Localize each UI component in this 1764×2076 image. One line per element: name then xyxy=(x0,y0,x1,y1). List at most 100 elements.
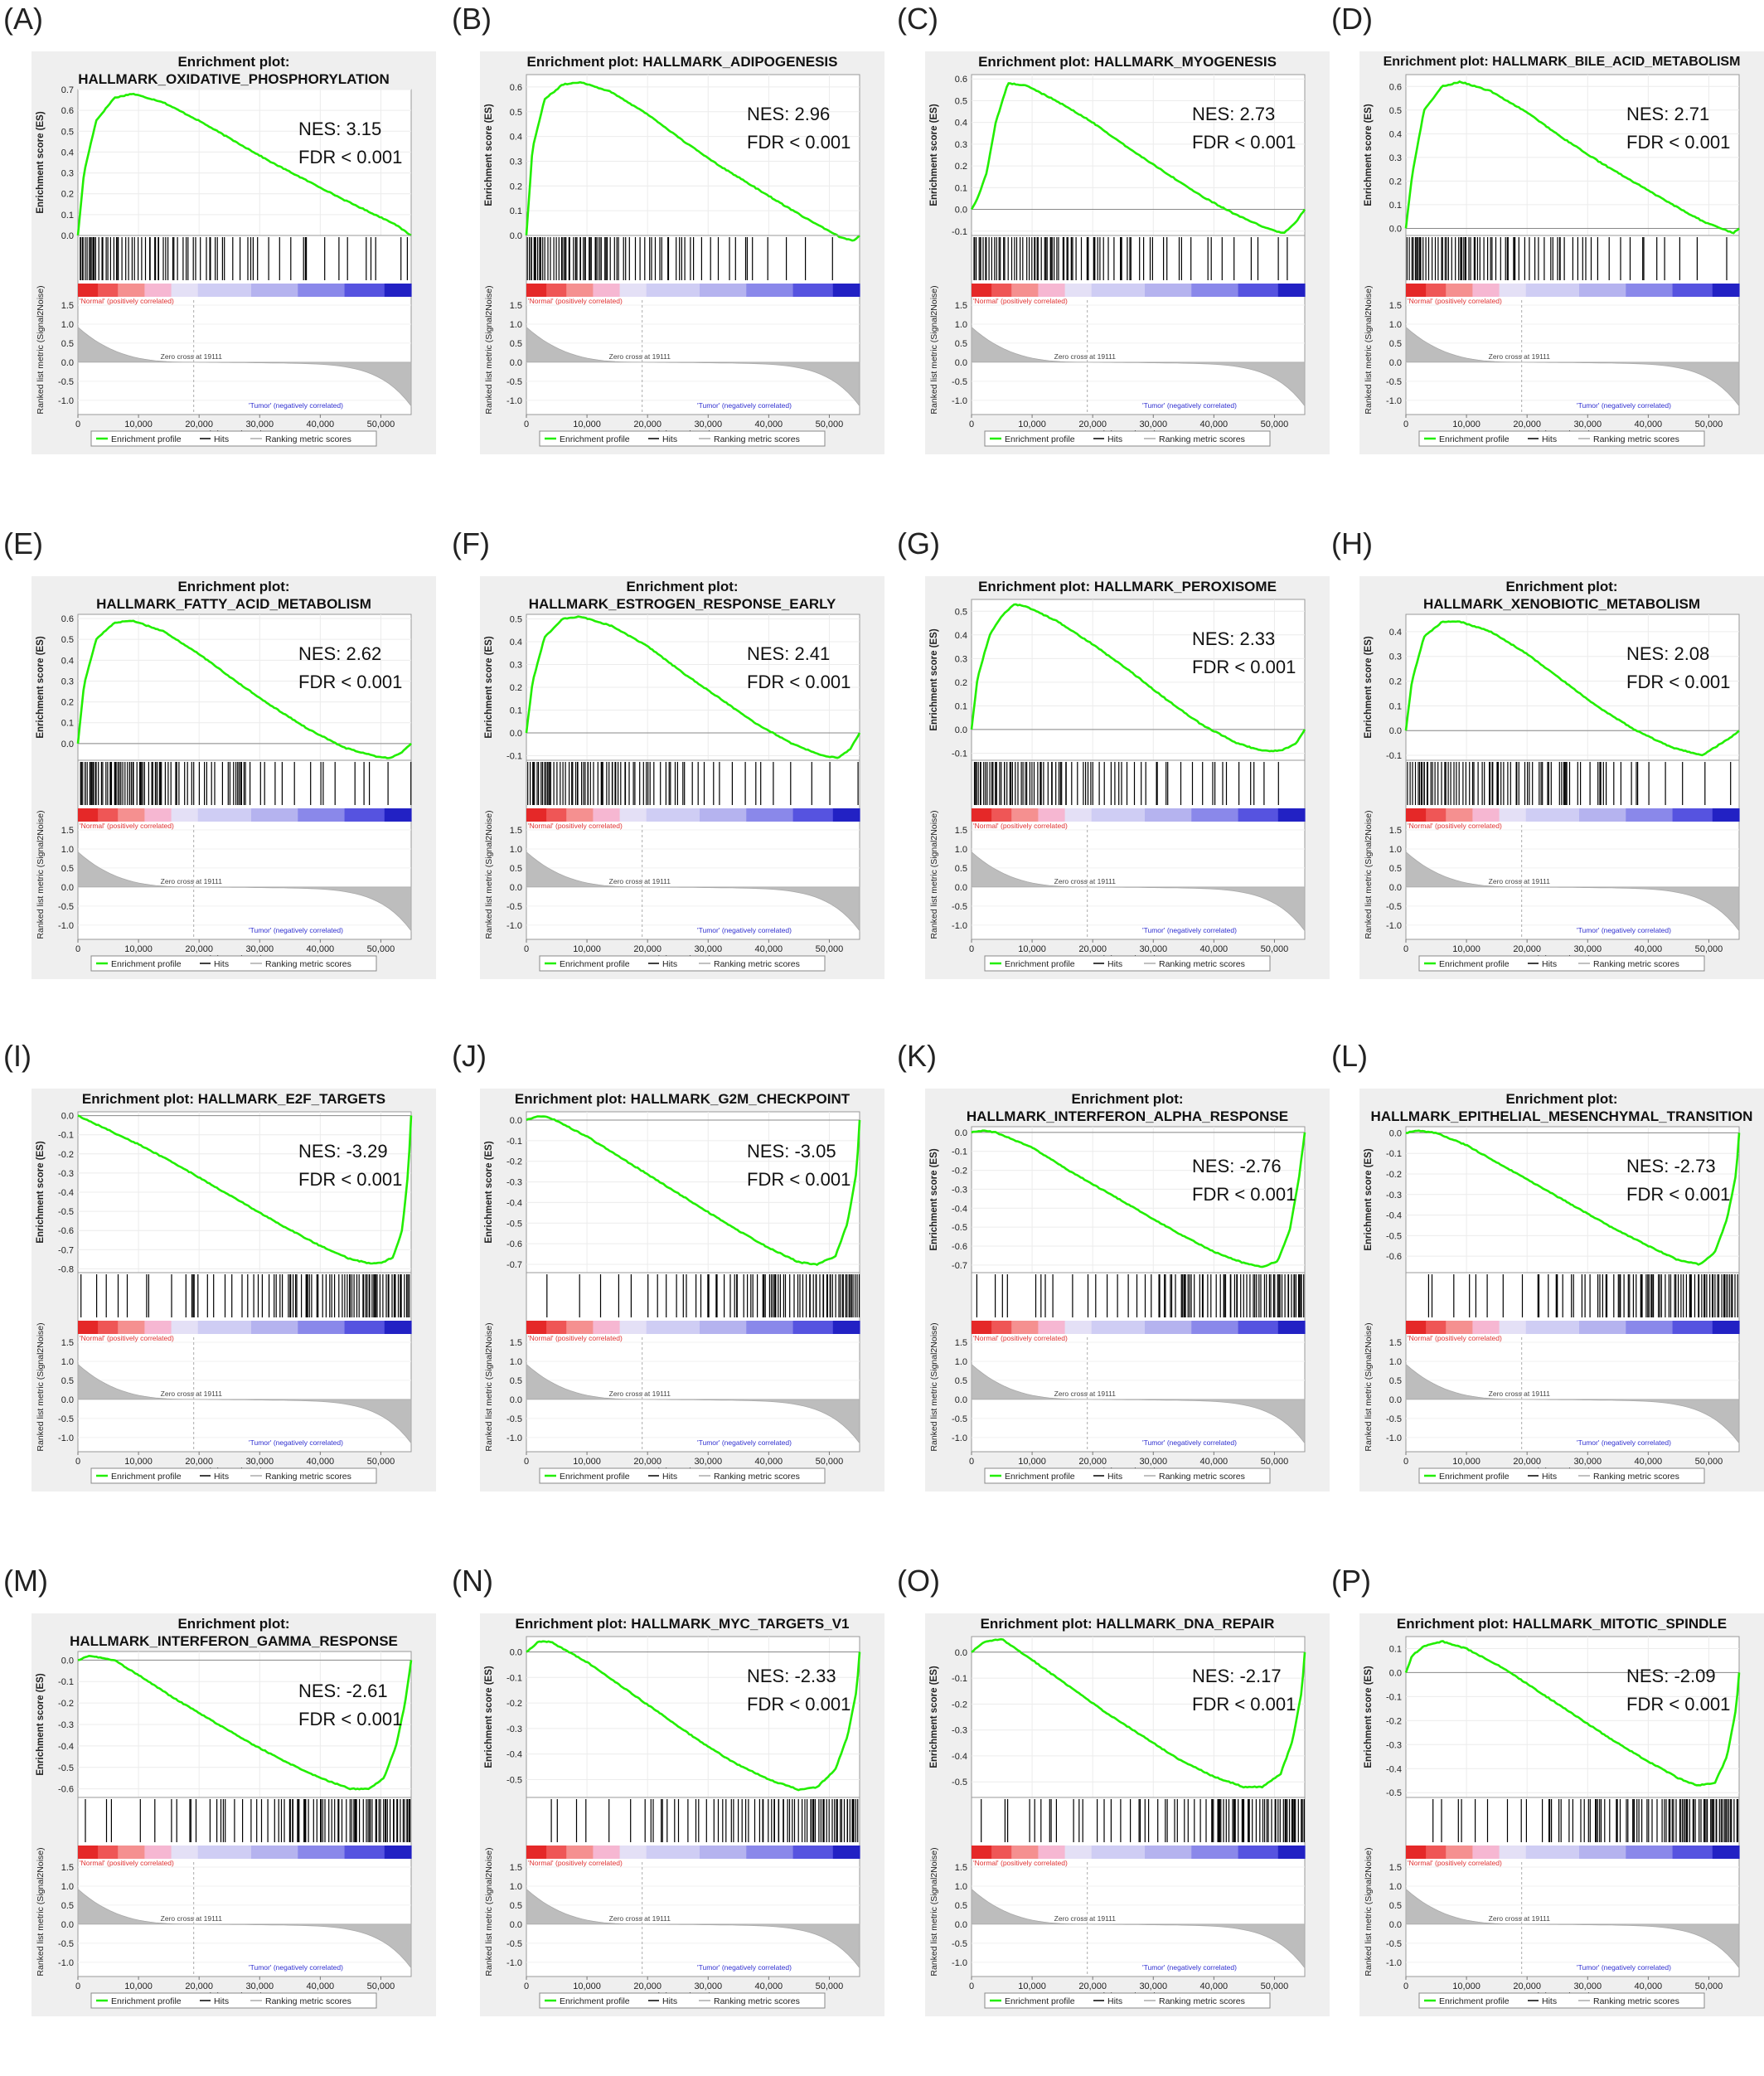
panel-letter: (C) xyxy=(897,2,938,36)
heat-segment xyxy=(546,808,567,822)
enrichment-profile-line xyxy=(971,1637,1306,1789)
plot-title-line: Enrichment plot: xyxy=(1505,1091,1618,1107)
heat-segment xyxy=(197,808,252,822)
heat-segment xyxy=(118,1321,145,1334)
legend-ranking-metric-scores: Ranking metric scores xyxy=(714,1996,800,2006)
fdr-label: FDR < 0.001 xyxy=(747,1694,850,1715)
es-tick-label: 0.0 xyxy=(510,1647,522,1657)
x-tick-label: 40,000 xyxy=(307,420,335,429)
metric-tick-label: 1.5 xyxy=(510,1338,522,1348)
heat-segment xyxy=(646,1846,700,1859)
es-tick-label: -0.1 xyxy=(1386,751,1402,761)
es-tick-label: -0.3 xyxy=(58,1720,74,1730)
heat-segment xyxy=(991,808,1012,822)
heat-segment xyxy=(1499,284,1527,297)
es-axis-label: Enrichment score (ES) xyxy=(1364,1148,1374,1251)
x-tick-label: 30,000 xyxy=(1139,944,1167,954)
ranking-metric-area xyxy=(77,1363,412,1444)
es-tick-label: 0.3 xyxy=(955,654,967,664)
es-tick-label: 0.5 xyxy=(1389,106,1402,116)
zero-cross-label: Zero cross at 19111 xyxy=(1489,352,1551,361)
x-tick-label: 20,000 xyxy=(1513,1457,1541,1467)
x-tick-label: 50,000 xyxy=(367,420,395,429)
es-tick-label: -0.1 xyxy=(58,1677,74,1687)
metric-tick-label: 1.5 xyxy=(1389,301,1402,311)
x-tick-label: 10,000 xyxy=(1018,1981,1046,1991)
es-tick-label: -0.3 xyxy=(952,1726,967,1736)
metric-tick-label: 1.5 xyxy=(61,1863,74,1873)
heat-segment xyxy=(792,1321,834,1334)
normal-label: 'Normal' (positively correlated) xyxy=(528,1859,623,1867)
x-tick-label: 50,000 xyxy=(367,1457,395,1467)
x-tick-label: 30,000 xyxy=(1139,1981,1167,1991)
plot-title: Enrichment plot: HALLMARK_MYOGENESIS xyxy=(925,53,1330,70)
metric-tick-label: 1.5 xyxy=(510,1863,522,1873)
fdr-label: FDR < 0.001 xyxy=(1192,1694,1296,1715)
metric-tick-label: -0.5 xyxy=(506,1939,522,1949)
legend-enrichment-profile: Enrichment profile xyxy=(111,1472,182,1482)
gsea-plot: 0.0 -0.1 -0.2 -0.3 -0.4 -0.5 NES: -2.17 FDR < 0… xyxy=(929,1636,1306,2009)
metric-tick-label: 1.5 xyxy=(61,826,74,836)
es-grid xyxy=(1406,1637,1739,1797)
heat-segment xyxy=(118,1846,145,1859)
es-axis-label: Enrichment score (ES) xyxy=(36,111,46,214)
heat-segment xyxy=(526,1321,547,1334)
metric-tick-label: 1.5 xyxy=(1389,1863,1402,1873)
metric-tick-label: -0.5 xyxy=(952,1414,967,1424)
metric-tick-label: -1.0 xyxy=(952,1433,967,1443)
fdr-label: FDR < 0.001 xyxy=(298,672,402,692)
heat-segment xyxy=(1038,1321,1066,1334)
plot-title-line: Enrichment plot: xyxy=(626,579,739,594)
fdr-label: FDR < 0.001 xyxy=(1626,1694,1730,1715)
x-tick-label: 30,000 xyxy=(245,420,274,429)
zero-cross-label: Zero cross at 19111 xyxy=(609,877,671,885)
heat-segment xyxy=(384,1321,412,1334)
es-tick-label: -0.2 xyxy=(58,1150,74,1160)
legend-box xyxy=(984,1992,1271,2009)
heat-segment xyxy=(144,1846,172,1859)
es-axis-label: Enrichment score (ES) xyxy=(484,1666,494,1768)
x-tick-label: 30,000 xyxy=(245,1457,274,1467)
x-tick-label: 20,000 xyxy=(1513,420,1541,429)
x-tick-label: 20,000 xyxy=(633,420,662,429)
es-tick-label: -0.6 xyxy=(952,1242,967,1252)
enrichment-profile-line xyxy=(1404,620,1740,757)
zero-cross-label: Zero cross at 19111 xyxy=(161,352,223,361)
heat-segment xyxy=(972,1846,992,1859)
legend-ranking-metric-scores: Ranking metric scores xyxy=(714,1472,800,1482)
correlation-heat-strip xyxy=(1406,284,1740,297)
heat-segment xyxy=(298,284,346,297)
heat-segment xyxy=(972,1321,992,1334)
metric-tick-label: 0.0 xyxy=(955,1395,967,1405)
x-tick-label: 10,000 xyxy=(1018,1457,1046,1467)
gsea-panel: (E) Enrichment plot: HALLMARK_FATTY_ACID_M… xyxy=(3,525,461,1039)
legend-enrichment-profile: Enrichment profile xyxy=(111,959,182,969)
metric-tick-label: 1.0 xyxy=(1389,320,1402,330)
metric-tick-label: 0.0 xyxy=(955,1920,967,1930)
es-tick-label: -0.4 xyxy=(952,1752,967,1762)
metric-tick-label: 1.5 xyxy=(61,301,74,311)
x-tick-label: 10,000 xyxy=(573,1981,601,1991)
tumor-label: 'Tumor' (negatively correlated) xyxy=(1142,401,1237,410)
heat-segment xyxy=(1191,284,1239,297)
gsea-panel: (M) Enrichment plot: HALLMARK_INTERFERON_G… xyxy=(3,1562,461,2076)
es-tick-label: -0.6 xyxy=(506,1239,522,1249)
metric-tick-label: -0.5 xyxy=(58,1939,74,1949)
es-tick-label: -0.4 xyxy=(58,1188,74,1198)
heat-segment xyxy=(832,808,860,822)
x-tick-label: 30,000 xyxy=(1573,1457,1602,1467)
metric-tick-label: 0.0 xyxy=(61,358,74,368)
heat-segment xyxy=(593,1846,621,1859)
fdr-label: FDR < 0.001 xyxy=(747,132,850,153)
heat-segment xyxy=(171,284,199,297)
heat-segment xyxy=(593,808,621,822)
es-tick-label: -0.3 xyxy=(1386,1740,1402,1750)
legend-ranking-metric-scores: Ranking metric scores xyxy=(265,434,351,444)
metric-tick-label: 1.5 xyxy=(61,1338,74,1348)
x-tick-label: 40,000 xyxy=(755,420,783,429)
rank-axis-label: Ranked list metric (Signal2Noise) xyxy=(484,1322,494,1451)
es-tick-label: 0.1 xyxy=(1389,701,1402,711)
es-axis-label: Enrichment score (ES) xyxy=(36,1673,46,1776)
metric-tick-label: 0.5 xyxy=(510,1901,522,1911)
heat-segment xyxy=(1472,284,1500,297)
